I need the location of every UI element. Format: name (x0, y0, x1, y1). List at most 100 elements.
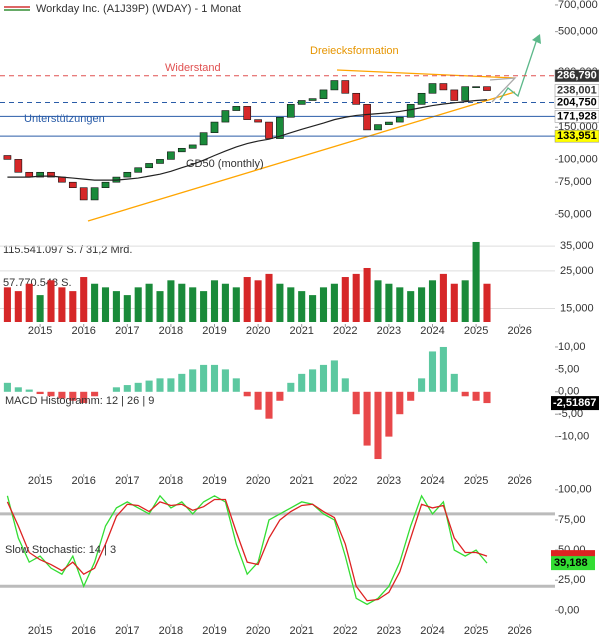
volume-bar (47, 280, 55, 322)
candle (134, 167, 143, 173)
y-tick-label: 700,000 (558, 0, 598, 11)
y-tick-label: 75,000 (558, 176, 592, 188)
macd-bar (145, 380, 153, 392)
macd-bar (363, 391, 371, 446)
candle (341, 80, 350, 94)
x-tick-label: 2025 (464, 625, 488, 637)
level-label: 171,928 (557, 110, 597, 122)
volume-bar (112, 291, 120, 322)
candle (483, 86, 491, 91)
volume-bar (276, 283, 284, 322)
volume-bar (309, 295, 317, 322)
volume-bar (298, 291, 306, 322)
arrow-head (532, 34, 541, 44)
y-tick-label: -5,00 (558, 408, 583, 420)
candle (123, 171, 132, 178)
macd-bar (254, 391, 262, 410)
x-tick-label: 2016 (71, 325, 95, 337)
macd-bar (374, 391, 382, 460)
candle (352, 92, 361, 105)
x-tick-label: 2021 (289, 625, 313, 637)
x-tick-label: 2021 (289, 475, 313, 487)
volume-bar (167, 280, 175, 322)
projection (489, 77, 517, 103)
candle (276, 116, 284, 139)
volume-bar (428, 280, 437, 322)
y-tick-label: 50,000 (558, 208, 592, 220)
level-box (554, 69, 599, 83)
macd-bar (461, 391, 469, 397)
macd-bar (341, 378, 349, 392)
x-tick-label: 2022 (333, 475, 357, 487)
candle (90, 187, 99, 201)
y-tick-label: 0,00 (558, 386, 579, 398)
macd-bar (36, 391, 44, 395)
stoch-last: 39,188 (554, 557, 588, 569)
y-tick-label: 0,00 (558, 604, 579, 616)
x-tick-label: 2017 (115, 475, 139, 487)
macd-bar (352, 391, 360, 415)
x-tick-label: 2024 (420, 325, 444, 337)
x-tick-label: 2017 (115, 325, 139, 337)
y-tick-label: 10,00 (558, 341, 586, 353)
x-tick-label: 2023 (377, 475, 401, 487)
x-tick-label: 2022 (333, 325, 357, 337)
x-tick-label: 2026 (507, 325, 531, 337)
x-tick-label: 2025 (464, 325, 488, 337)
y-tick-label: -10,00 (558, 431, 589, 443)
candle (286, 104, 295, 118)
candle (221, 110, 230, 123)
x-tick-label: 2015 (28, 325, 52, 337)
macd-bar (287, 382, 295, 392)
macd-bar (298, 373, 306, 392)
x-tick-label: 2026 (507, 475, 531, 487)
macd-bar (189, 369, 197, 392)
volume-bar (210, 280, 219, 322)
macd-bar (134, 382, 142, 392)
x-tick-label: 2023 (377, 325, 401, 337)
y-tick-label: 25,00 (558, 574, 586, 586)
macd-box (551, 396, 599, 411)
macd-bar (319, 364, 328, 392)
x-tick-label: 2018 (159, 475, 183, 487)
macd-bar (450, 373, 458, 392)
y-tick-label: 25,000 (560, 265, 594, 277)
volume-bar (287, 287, 295, 322)
macd-bar (243, 391, 251, 397)
candle (3, 155, 12, 160)
macd-bar (47, 391, 55, 397)
x-tick-label: 2019 (202, 325, 226, 337)
volume-bar (254, 280, 262, 322)
x-tick-label: 2020 (246, 475, 270, 487)
stoch-d-line (6, 498, 488, 602)
annotation: Unterstützungen (24, 113, 105, 125)
macd-bar (407, 391, 415, 401)
x-tick-label: 2026 (507, 625, 531, 637)
volume-label: 57.770.548 S. (3, 277, 72, 289)
volume-bar (3, 287, 11, 322)
chart-title: Workday Inc. (A1J39P) (WDAY) - 1 Monat (36, 3, 241, 15)
macd-bar (428, 351, 437, 392)
macd-bar (200, 364, 208, 392)
level-label: 133,951 (557, 130, 597, 142)
candle (79, 187, 88, 201)
triangle-line (336, 69, 516, 79)
candle (156, 159, 164, 164)
macd-bar (91, 391, 99, 397)
y-tick-label: 100,000 (558, 153, 598, 165)
level-label: 204,750 (557, 96, 597, 108)
macd-bar (167, 378, 175, 392)
current-box (554, 84, 599, 97)
x-tick-label: 2018 (159, 625, 183, 637)
macd-bar (309, 369, 317, 392)
volume-bar (374, 280, 382, 322)
candle (461, 86, 470, 101)
gd50-line (7, 99, 488, 181)
macd-bar (123, 385, 131, 392)
candle (47, 171, 55, 178)
macd-bar (221, 369, 229, 392)
macd-bar (156, 378, 164, 392)
candle (406, 104, 415, 118)
candle (177, 147, 186, 153)
